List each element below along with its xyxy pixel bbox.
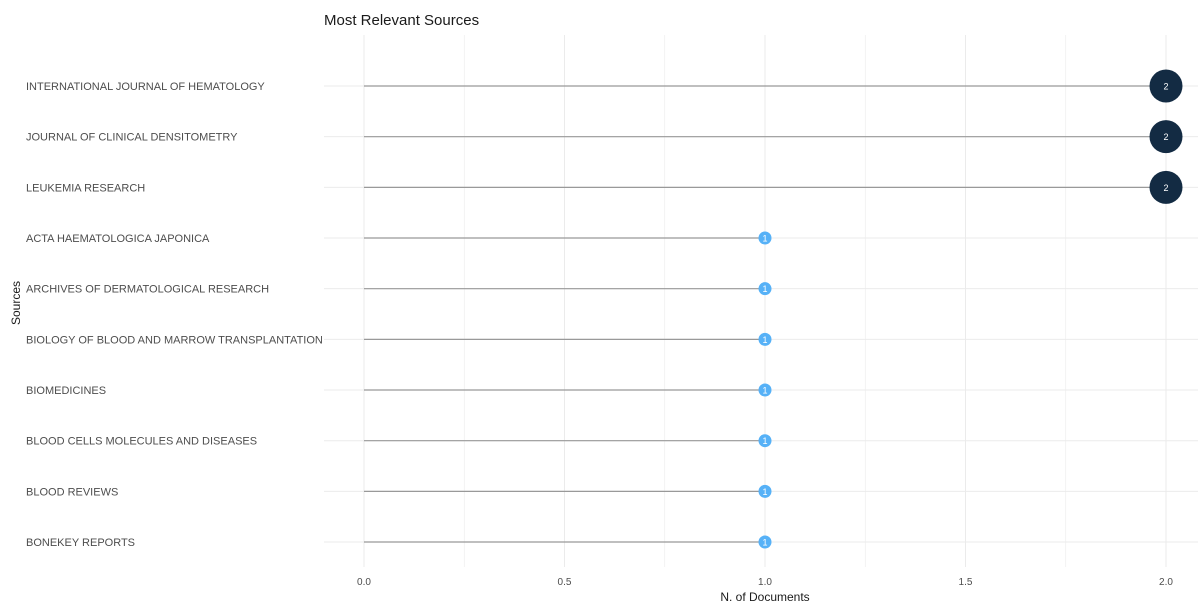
data-point	[1149, 69, 1183, 103]
category-labels: INTERNATIONAL JOURNAL OF HEMATOLOGY JOURN…	[26, 81, 323, 549]
data-point	[758, 332, 772, 346]
category-label: BIOMEDICINES	[26, 385, 106, 397]
data-point	[758, 434, 772, 448]
data-label: 1	[762, 487, 767, 497]
data-label: 1	[762, 234, 767, 244]
data-point	[758, 484, 772, 498]
data-label: 2	[1163, 132, 1168, 142]
x-tick-labels: 0.0 0.5 1.0 1.5 2.0	[357, 577, 1173, 588]
data-point	[758, 535, 772, 549]
category-label: JOURNAL OF CLINICAL DENSITOMETRY	[26, 132, 238, 144]
category-label: INTERNATIONAL JOURNAL OF HEMATOLOGY	[26, 81, 265, 93]
data-label: 1	[762, 386, 767, 396]
data-point	[1149, 170, 1183, 204]
category-label: BONEKEY REPORTS	[26, 537, 135, 549]
data-point	[758, 282, 772, 296]
data-point	[758, 231, 772, 245]
category-label: BLOOD REVIEWS	[26, 486, 118, 498]
data-label: 2	[1163, 82, 1168, 92]
data-label: 2	[1163, 183, 1168, 193]
chart-title: Most Relevant Sources	[324, 12, 479, 29]
data-label: 1	[762, 284, 767, 294]
x-tick-label: 1.5	[959, 577, 973, 588]
x-axis-title: N. of Documents	[720, 590, 809, 603]
stems	[364, 85, 1166, 543]
data-point	[758, 383, 772, 397]
x-tick-label: 0.5	[558, 577, 572, 588]
category-label: BIOLOGY OF BLOOD AND MARROW TRANSPLANTAT…	[26, 334, 323, 346]
data-label: 1	[762, 335, 767, 345]
category-label: ACTA HAEMATOLOGICA JAPONICA	[26, 233, 210, 245]
category-label: BLOOD CELLS MOLECULES AND DISEASES	[26, 436, 257, 448]
x-tick-label: 2.0	[1159, 577, 1173, 588]
points: 2 2 2 1 1 1 1 1 1 1	[758, 69, 1183, 549]
category-label: ARCHIVES OF DERMATOLOGICAL RESEARCH	[26, 284, 269, 296]
data-label: 1	[762, 436, 767, 446]
x-tick-label: 1.0	[758, 577, 772, 588]
data-point	[1149, 120, 1183, 154]
y-axis-title: Sources	[9, 281, 23, 325]
data-label: 1	[762, 538, 767, 548]
category-label: LEUKEMIA RESEARCH	[26, 182, 145, 194]
x-tick-label: 0.0	[357, 577, 371, 588]
